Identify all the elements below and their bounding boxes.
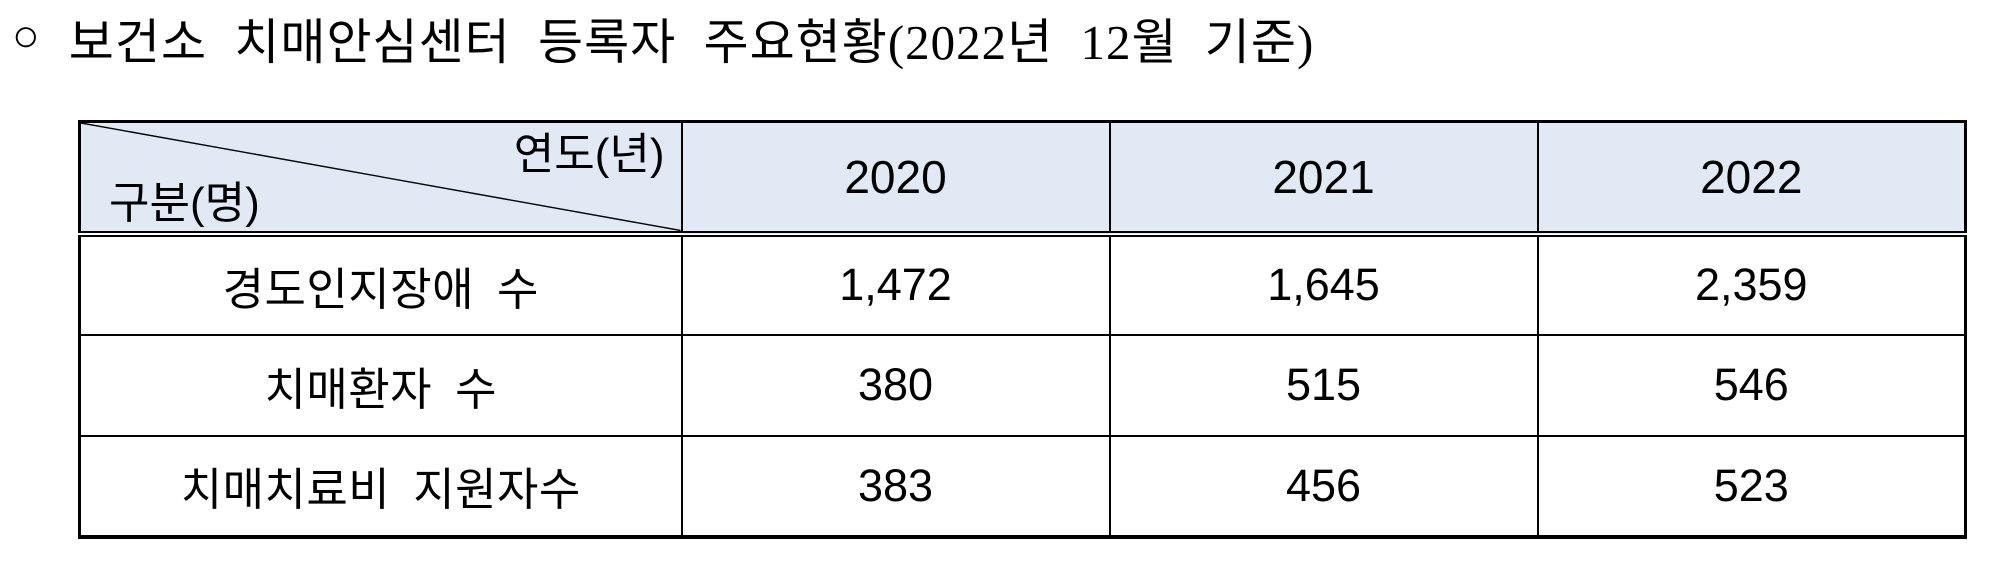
- row-label-dementia-patients: 치매환자 수: [78, 333, 683, 437]
- year-header-2020: 2020: [680, 120, 1111, 237]
- cell-mci-2020: 1,472: [680, 232, 1111, 336]
- row-label-mci: 경도인지장애 수: [78, 232, 683, 336]
- corner-header-cell: 연도(년) 구분(명): [78, 120, 683, 237]
- year-header-2021: 2021: [1108, 120, 1539, 237]
- table-row: 치매환자 수 380 515 546: [78, 333, 1967, 437]
- cell-mci-2021: 1,645: [1108, 232, 1539, 336]
- circle-bullet-icon: ○: [12, 10, 41, 61]
- corner-category-label: 구분(명): [109, 179, 260, 229]
- corner-axis-label: 연도(년): [513, 130, 665, 179]
- cell-patients-2022: 546: [1536, 333, 1967, 437]
- row-label-treatment-support: 치매치료비 지원자수: [78, 434, 683, 540]
- table-row: 경도인지장애 수 1,472 1,645 2,359: [78, 232, 1967, 336]
- cell-support-2022: 523: [1536, 434, 1967, 540]
- diagonal-divider: [81, 123, 681, 231]
- page-title: ○ 보건소 치매안심센터 등록자 주요현황(2022년 12월 기준): [12, 6, 1314, 70]
- cell-mci-2022: 2,359: [1536, 232, 1967, 336]
- cell-support-2021: 456: [1108, 434, 1539, 540]
- table-header-row: 연도(년) 구분(명) 2020 2021 2022: [78, 120, 1967, 237]
- cell-support-2020: 383: [680, 434, 1111, 540]
- table-row: 치매치료비 지원자수 383 456 523: [78, 434, 1967, 540]
- registrants-status-table: 연도(년) 구분(명) 2020 2021 2022 경도인지장애 수 1,47…: [78, 120, 1967, 540]
- page-title-text: 보건소 치매안심센터 등록자 주요현황(2022년 12월 기준): [68, 14, 1315, 70]
- cell-patients-2021: 515: [1108, 333, 1539, 437]
- cell-patients-2020: 380: [680, 333, 1111, 437]
- year-header-2022: 2022: [1536, 120, 1967, 237]
